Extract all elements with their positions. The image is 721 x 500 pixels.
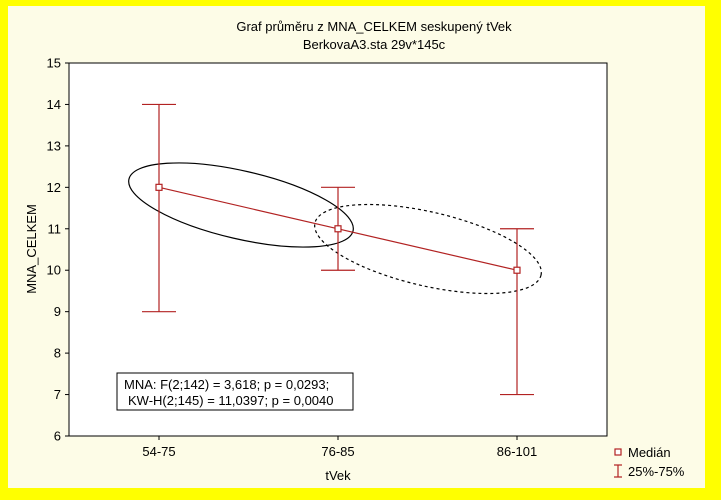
median-point xyxy=(513,266,521,274)
stats-annotation-line2: KW-H(2;145) = 11,0397; p = 0,0040 xyxy=(128,393,334,408)
y-tick-label: 15 xyxy=(47,56,61,71)
legend-errorbar-marker xyxy=(614,464,622,478)
stats-annotation-box xyxy=(116,372,354,411)
y-tick-label: 9 xyxy=(54,304,61,319)
y-tick-label: 11 xyxy=(48,221,62,236)
y-tick-label: 7 xyxy=(54,387,61,402)
series-median xyxy=(142,103,534,396)
y-tick-label: 13 xyxy=(47,138,61,153)
x-tick-label: 54-75 xyxy=(142,444,175,459)
y-tick-label: 10 xyxy=(47,263,61,278)
stats-annotation-line1: MNA: F(2;142) = 3,618; p = 0,0293; xyxy=(124,377,329,392)
legend-median-marker xyxy=(614,448,622,456)
median-point xyxy=(155,183,163,191)
chart-subtitle: BerkovaA3.sta 29v*145c xyxy=(303,37,446,52)
ellipse-solid xyxy=(128,162,354,248)
error-bar xyxy=(500,228,534,396)
ellipse-dashed xyxy=(314,203,542,295)
x-tick-label: 86-101 xyxy=(497,444,537,459)
legend: Medián 25%-75% xyxy=(614,445,685,479)
legend-errorbar-label: 25%-75% xyxy=(628,464,685,479)
y-tick-label: 12 xyxy=(47,180,61,195)
x-axis: 54-75 76-85 86-101 xyxy=(142,436,537,459)
y-axis: 6 7 8 9 10 11 12 13 14 15 xyxy=(47,56,69,444)
y-tick-label: 8 xyxy=(54,346,61,361)
chart-title: Graf průměru z MNA_CELKEM seskupený tVek xyxy=(236,19,512,34)
y-axis-title: MNA_CELKEM xyxy=(24,204,39,294)
y-tick-label: 14 xyxy=(47,97,61,112)
legend-median-label: Medián xyxy=(628,445,671,460)
y-tick-label: 6 xyxy=(54,429,61,444)
x-axis-title: tVek xyxy=(325,468,351,483)
x-tick-label: 76-85 xyxy=(321,444,354,459)
median-point xyxy=(334,225,342,233)
error-bar xyxy=(142,103,176,313)
